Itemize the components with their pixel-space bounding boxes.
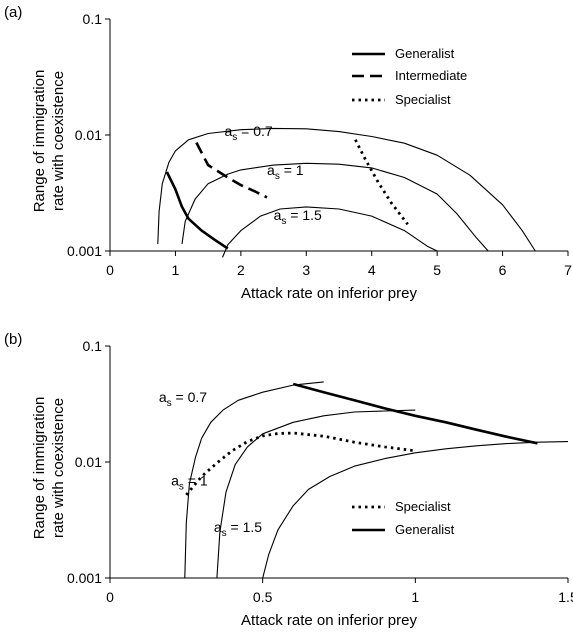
curve-label-subscript: s — [179, 481, 184, 492]
curve-label-subscript: s — [281, 216, 286, 227]
y-axis-label: Range of immigration rate with coexistenc… — [31, 397, 67, 540]
x-tick-label: 3 — [302, 262, 310, 278]
series-line — [216, 409, 416, 579]
panel-label: (b) — [4, 331, 22, 348]
curve-label-value: = 1.5 — [227, 519, 263, 535]
chart-panel-b: (b) 0.001 0.01 0.1 0 0.5 1 1.5 Attack rate on in… — [4, 331, 573, 629]
x-tick-label: 6 — [499, 262, 507, 278]
series-line — [165, 171, 229, 250]
curve-label-value: = 1 — [280, 162, 304, 178]
curve-label: as = 0.7 — [159, 389, 207, 409]
curve-label-main: a — [171, 472, 179, 488]
curve-label-value: = 1 — [184, 472, 208, 488]
curve-label-subscript: s — [232, 132, 237, 143]
curve-label: as = 1 — [267, 162, 304, 182]
curve-label: as = 1.5 — [274, 207, 322, 227]
curve-label-subscript: s — [222, 528, 227, 539]
y-tick-label: 0.01 — [75, 454, 102, 470]
x-tick-label: 0.5 — [253, 589, 273, 605]
curve-label: as = 1 — [171, 472, 208, 492]
y-tick-label: 0.001 — [67, 570, 102, 586]
x-tick-label: 5 — [433, 262, 441, 278]
series-line — [354, 139, 409, 226]
curve-label-main: a — [225, 123, 233, 139]
curve-label: as = 1.5 — [214, 519, 262, 539]
curve-label-value: = 0.7 — [172, 389, 208, 405]
y-axis-label-line: Range of immigration — [31, 70, 48, 213]
curve-label-main: a — [274, 207, 282, 223]
y-tick-label: 0.1 — [83, 338, 103, 354]
y-tick-label: 0.1 — [83, 11, 103, 27]
legend-label: Specialist — [395, 499, 451, 514]
series-line — [185, 431, 416, 496]
x-tick-label: 4 — [368, 262, 376, 278]
x-tick-label: 1 — [172, 262, 180, 278]
x-tick-label: 2 — [237, 262, 245, 278]
series-line — [181, 162, 489, 252]
series-line — [262, 441, 569, 579]
series-line — [157, 127, 536, 252]
y-axis-label-line: rate with coexistence — [50, 71, 67, 211]
curve-label-main: a — [159, 389, 167, 405]
x-tick-label: 7 — [564, 262, 572, 278]
y-axis-label-line: Range of immigration — [31, 397, 48, 540]
y-tick-label: 0.001 — [67, 243, 102, 259]
x-tick-label: 0 — [106, 262, 114, 278]
curve-label-main: a — [267, 162, 275, 178]
legend-label: Intermediate — [395, 68, 467, 83]
legend: Specialist Generalist — [352, 499, 455, 537]
y-axis-label-line: rate with coexistence — [50, 398, 67, 538]
x-axis-label: Attack rate on inferior prey — [241, 285, 417, 302]
legend-label: Specialist — [395, 92, 451, 107]
y-tick-label: 0.01 — [75, 127, 102, 143]
curve-label-subscript: s — [275, 171, 280, 182]
curve-label-main: a — [214, 519, 222, 535]
x-axis-label: Attack rate on inferior prey — [241, 612, 417, 629]
series-line — [195, 142, 268, 199]
panel-label: (a) — [4, 4, 22, 21]
curve-label: as = 0.7 — [225, 123, 273, 143]
legend: Generalist Intermediate Specialist — [352, 46, 467, 107]
series-line — [221, 206, 438, 258]
curve-label-value: = 1.5 — [286, 207, 322, 223]
legend-label: Generalist — [395, 522, 455, 537]
curve-label-subscript: s — [167, 398, 172, 409]
chart-panel-a: (a) 0.001 0.01 0.1 0 1 2 3 4 5 6 7 Attack rate on in… — [4, 4, 572, 302]
x-tick-label: 0 — [106, 589, 114, 605]
y-axis-label: Range of immigration rate with coexistenc… — [31, 70, 67, 213]
series-line — [292, 382, 538, 445]
x-tick-label: 1.5 — [558, 589, 573, 605]
x-tick-label: 1 — [411, 589, 419, 605]
legend-label: Generalist — [395, 46, 455, 61]
series-line — [184, 381, 324, 579]
curve-label-value: = 0.7 — [237, 123, 273, 139]
